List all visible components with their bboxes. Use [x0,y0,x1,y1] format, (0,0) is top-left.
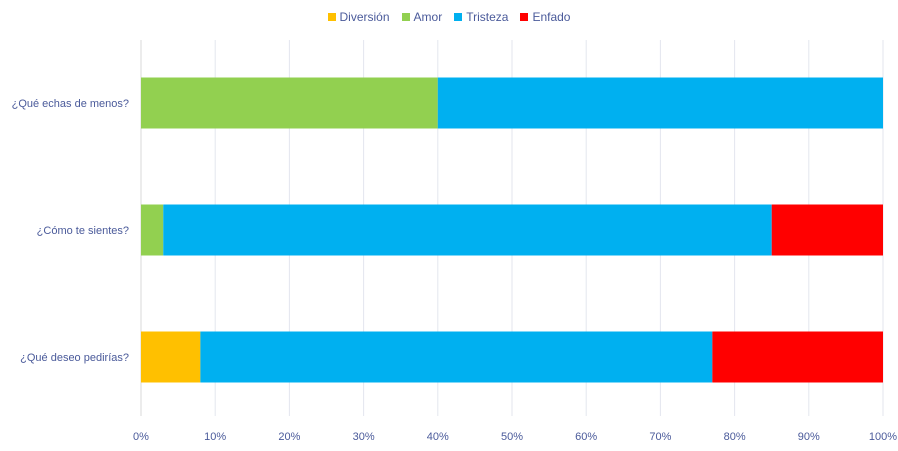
x-tick-label: 80% [724,431,746,443]
legend-item: Diversión [327,10,390,24]
x-tick-label: 30% [353,431,375,443]
bar-segment [771,204,883,256]
bar-segment [200,331,713,383]
x-tick-label: 40% [427,431,449,443]
category-label: ¿Qué echas de menos? [12,98,129,110]
legend-swatch [327,13,336,21]
legend-item: Amor [401,10,443,24]
x-tick-label: 90% [798,431,820,443]
x-tick-label: 70% [649,431,671,443]
legend-label: Enfado [532,10,571,24]
bar-segment [141,331,201,383]
legend-item: Tristeza [454,10,508,24]
legend-swatch [520,13,529,21]
bar-segment [437,77,883,129]
bar-segment [141,204,164,256]
bar-segment [141,77,438,129]
category-label: ¿Qué deseo pedirías? [20,352,129,364]
legend-label: Tristeza [466,10,509,24]
x-tick-label: 60% [575,431,597,443]
legend: Diversión Amor Tristeza Enfado [0,10,898,24]
legend-label: Amor [413,10,443,24]
category-label: ¿Cómo te sientes? [37,225,129,237]
x-tick-label: 50% [501,431,523,443]
x-tick-label: 20% [278,431,300,443]
x-tick-label: 10% [204,431,226,443]
legend-swatch [401,13,410,21]
bar-segment [712,331,883,383]
legend-label: Diversión [339,10,390,24]
legend-swatch [454,13,463,21]
legend-item: Enfado [520,10,570,24]
bar-segment [163,204,772,256]
x-tick-label: 0% [133,431,149,443]
x-tick-label: 100% [869,431,897,443]
